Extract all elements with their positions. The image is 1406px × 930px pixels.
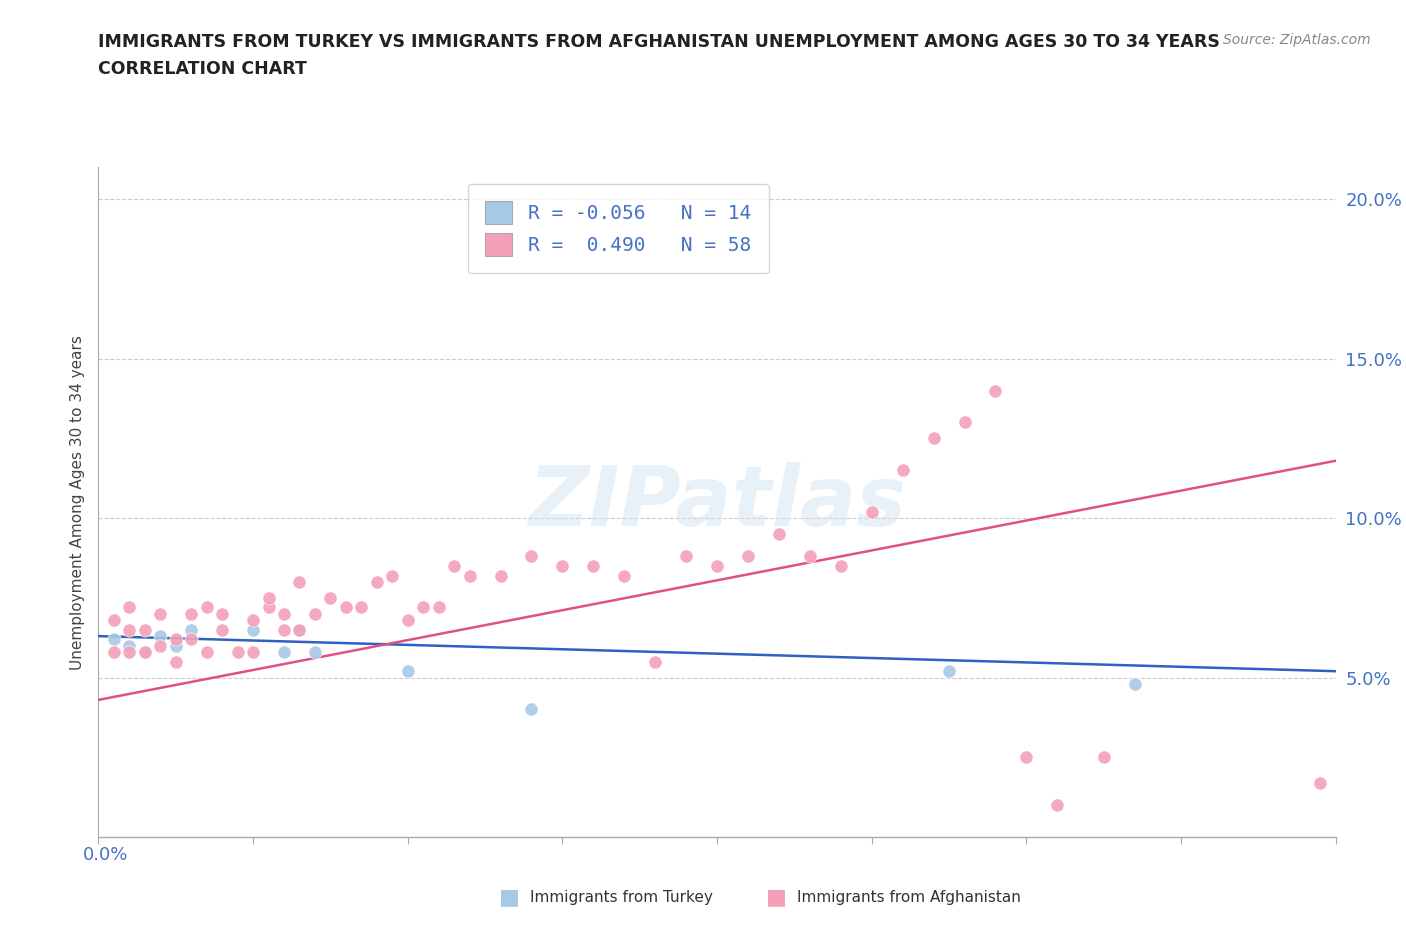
Point: [381, 568, 404, 583]
Point: [134, 622, 156, 637]
Point: [165, 638, 187, 653]
Point: [891, 463, 914, 478]
Point: [1309, 776, 1331, 790]
Text: ■: ■: [766, 887, 787, 908]
Point: [242, 622, 264, 637]
Point: [582, 559, 605, 574]
Y-axis label: Unemployment Among Ages 30 to 34 years: Unemployment Among Ages 30 to 34 years: [69, 335, 84, 670]
Point: [396, 613, 419, 628]
Text: ZIPatlas: ZIPatlas: [529, 461, 905, 543]
Point: [242, 644, 264, 659]
Point: [273, 622, 295, 637]
Point: [180, 622, 202, 637]
Text: ■: ■: [499, 887, 520, 908]
Point: [118, 644, 141, 659]
Point: [134, 644, 156, 659]
Point: [288, 622, 311, 637]
Point: [706, 559, 728, 574]
Point: [226, 644, 249, 659]
Point: [180, 631, 202, 646]
Text: Source: ZipAtlas.com: Source: ZipAtlas.com: [1223, 33, 1371, 46]
Point: [149, 606, 172, 621]
Point: [830, 559, 852, 574]
Point: [257, 600, 280, 615]
Point: [165, 654, 187, 669]
Point: [242, 613, 264, 628]
Point: [165, 631, 187, 646]
Text: 0.0%: 0.0%: [83, 845, 128, 864]
Point: [396, 664, 419, 679]
Text: Immigrants from Afghanistan: Immigrants from Afghanistan: [797, 890, 1021, 905]
Point: [613, 568, 636, 583]
Point: [149, 638, 172, 653]
Point: [443, 559, 465, 574]
Text: IMMIGRANTS FROM TURKEY VS IMMIGRANTS FROM AFGHANISTAN UNEMPLOYMENT AMONG AGES 30: IMMIGRANTS FROM TURKEY VS IMMIGRANTS FRO…: [98, 33, 1220, 50]
Point: [1092, 750, 1115, 764]
Point: [319, 591, 342, 605]
Point: [489, 568, 512, 583]
Point: [922, 431, 945, 445]
Point: [195, 600, 218, 615]
Point: [1123, 676, 1146, 691]
Point: [644, 654, 666, 669]
Point: [551, 559, 574, 574]
Point: [860, 504, 883, 519]
Point: [257, 591, 280, 605]
Point: [335, 600, 357, 615]
Point: [1015, 750, 1038, 764]
Point: [412, 600, 434, 615]
Point: [366, 575, 388, 590]
Point: [273, 606, 295, 621]
Point: [118, 622, 141, 637]
Point: [118, 600, 141, 615]
Point: [180, 606, 202, 621]
Point: [520, 702, 543, 717]
Point: [304, 606, 326, 621]
Point: [427, 600, 450, 615]
Point: [799, 549, 821, 564]
Point: [211, 606, 233, 621]
Point: [103, 644, 125, 659]
Point: [134, 644, 156, 659]
Point: [938, 664, 960, 679]
Legend: R = -0.056   N = 14, R =  0.490   N = 58: R = -0.056 N = 14, R = 0.490 N = 58: [468, 184, 769, 273]
Point: [520, 549, 543, 564]
Point: [211, 622, 233, 637]
Point: [1046, 798, 1069, 813]
Point: [118, 638, 141, 653]
Point: [984, 383, 1007, 398]
Text: Immigrants from Turkey: Immigrants from Turkey: [530, 890, 713, 905]
Point: [288, 622, 311, 637]
Point: [288, 575, 311, 590]
Point: [768, 526, 790, 541]
Point: [304, 644, 326, 659]
Point: [149, 629, 172, 644]
Point: [195, 644, 218, 659]
Point: [103, 631, 125, 646]
Point: [350, 600, 373, 615]
Point: [675, 549, 697, 564]
Text: CORRELATION CHART: CORRELATION CHART: [98, 60, 308, 78]
Point: [737, 549, 759, 564]
Point: [953, 415, 976, 430]
Point: [103, 613, 125, 628]
Point: [458, 568, 481, 583]
Point: [273, 644, 295, 659]
